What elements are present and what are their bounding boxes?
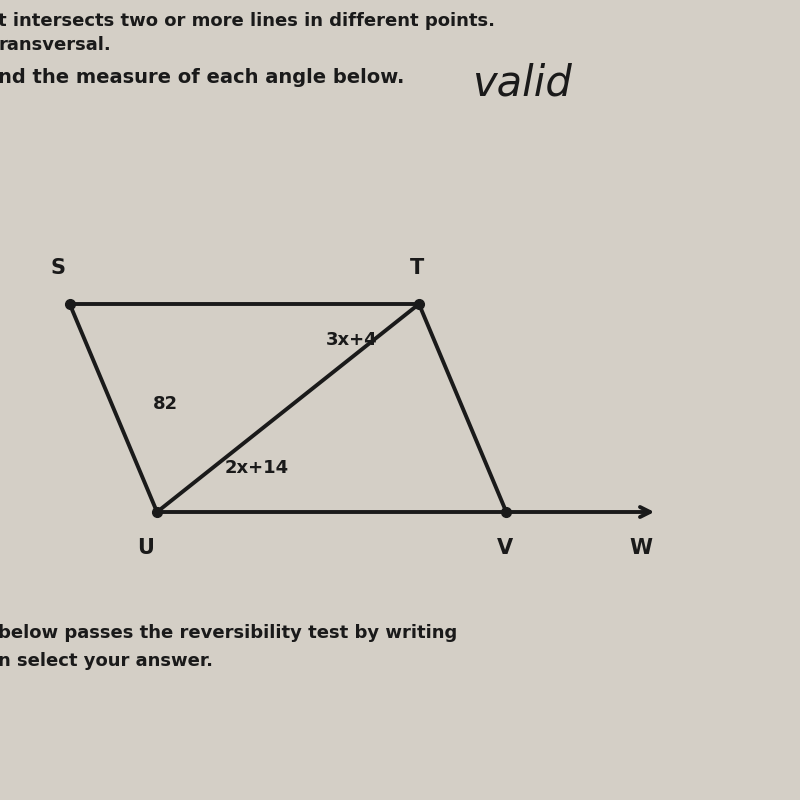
- Text: W: W: [630, 538, 653, 558]
- Text: 82: 82: [152, 395, 178, 413]
- Text: U: U: [137, 538, 154, 558]
- Text: T: T: [410, 258, 425, 278]
- Text: n select your answer.: n select your answer.: [0, 652, 214, 670]
- Text: nd the measure of each angle below.: nd the measure of each angle below.: [0, 68, 405, 87]
- Text: 2x+14: 2x+14: [224, 459, 288, 477]
- Text: t intersects two or more lines in different points.: t intersects two or more lines in differ…: [0, 12, 495, 30]
- Text: valid: valid: [472, 63, 572, 105]
- Text: S: S: [50, 258, 66, 278]
- Text: V: V: [497, 538, 513, 558]
- Text: below passes the reversibility test by writing: below passes the reversibility test by w…: [0, 624, 458, 642]
- Text: 3x+4: 3x+4: [326, 331, 378, 349]
- Text: ransversal.: ransversal.: [0, 36, 111, 54]
